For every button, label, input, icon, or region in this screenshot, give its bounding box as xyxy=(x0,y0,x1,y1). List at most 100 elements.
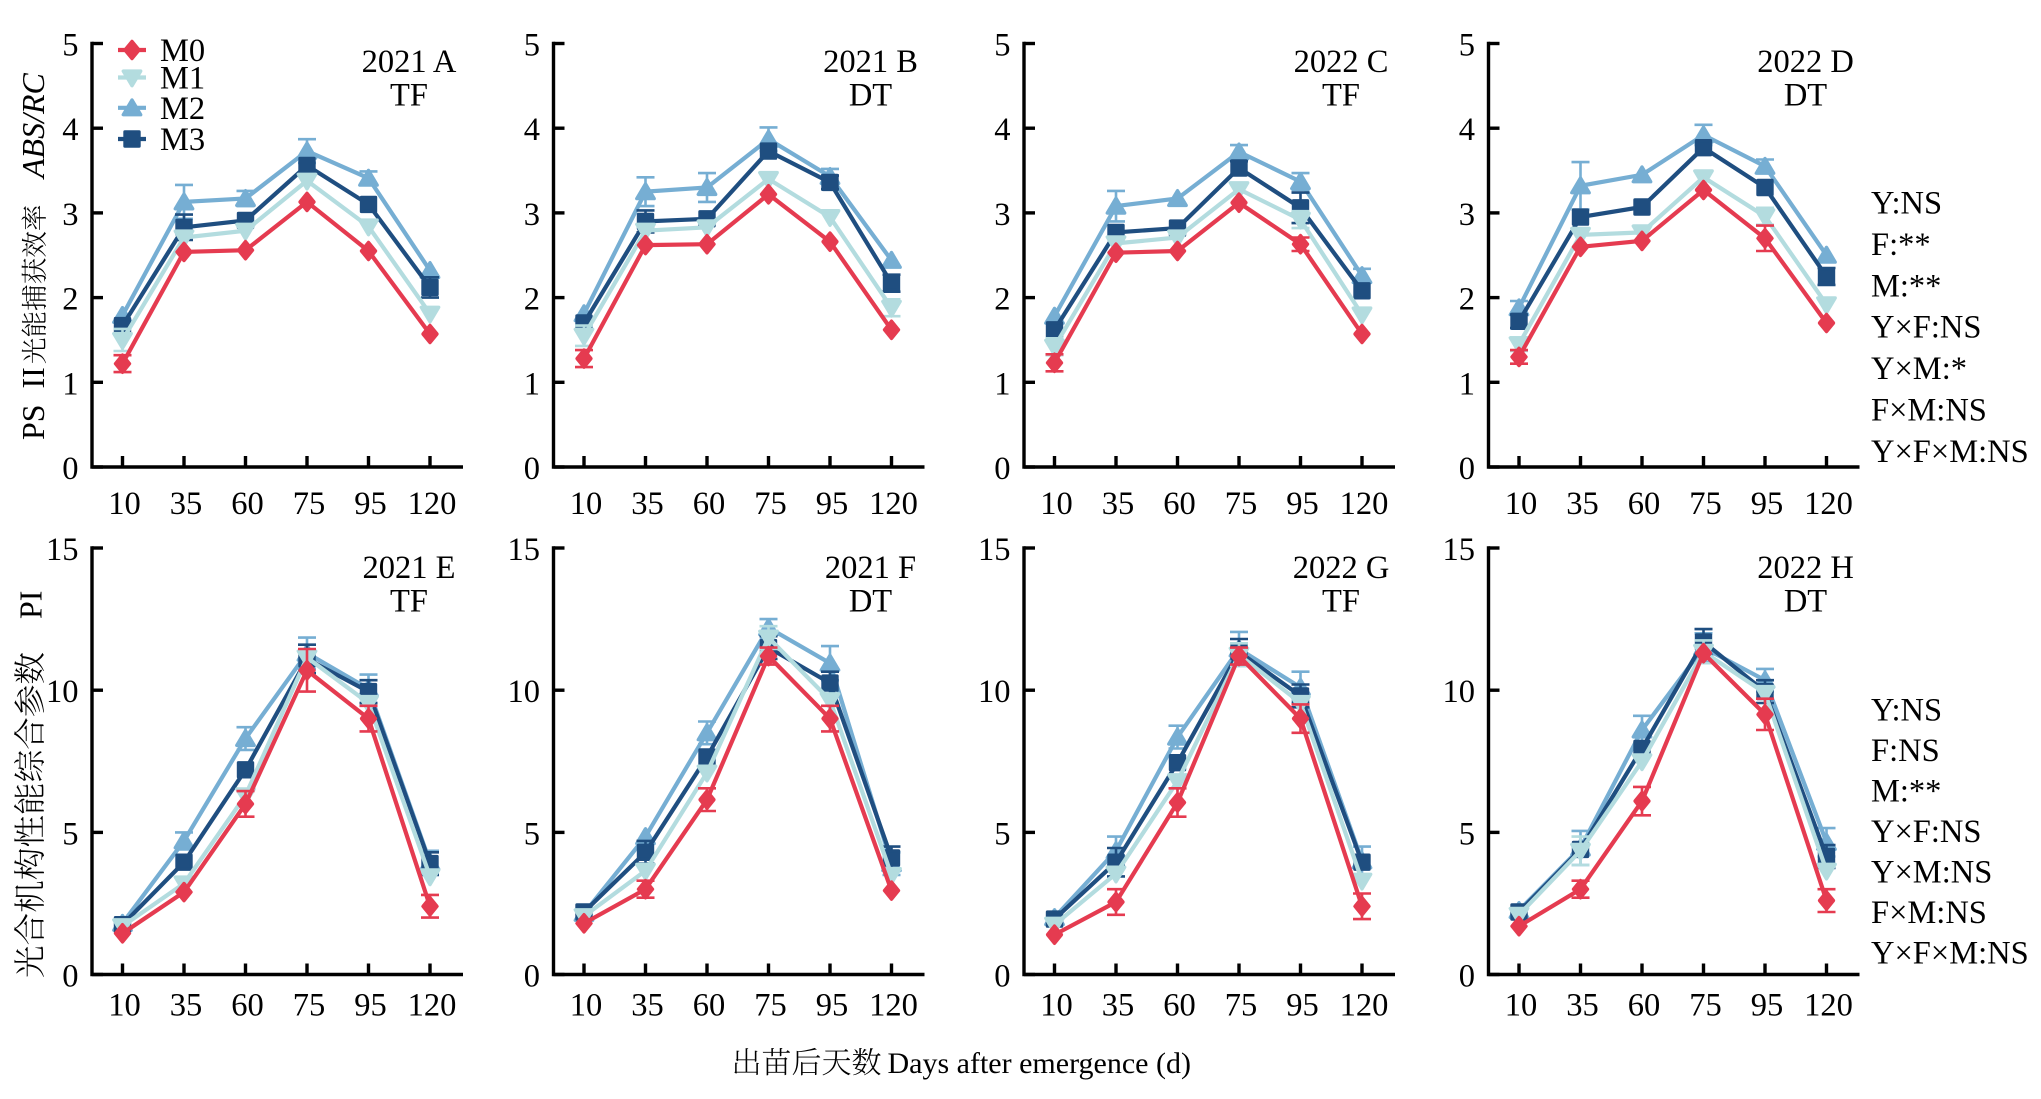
svg-text:DT: DT xyxy=(1784,584,1827,620)
svg-text:TF: TF xyxy=(1322,584,1360,620)
svg-text:120: 120 xyxy=(1804,988,1853,1024)
svg-text:15: 15 xyxy=(1443,532,1476,568)
svg-text:5: 5 xyxy=(1459,816,1475,852)
svg-text:10: 10 xyxy=(570,486,603,522)
svg-text:1: 1 xyxy=(62,366,78,402)
svg-text:2022 H: 2022 H xyxy=(1757,550,1854,586)
svg-text:2: 2 xyxy=(1459,282,1475,318)
svg-text:10: 10 xyxy=(46,674,79,710)
svg-text:60: 60 xyxy=(1628,988,1661,1024)
svg-text:DT: DT xyxy=(849,584,892,620)
svg-text:75: 75 xyxy=(293,988,326,1024)
svg-text:F×M:NS: F×M:NS xyxy=(1871,393,1987,429)
svg-text:F:NS: F:NS xyxy=(1871,733,1940,769)
svg-text:Days after emergence (d): Days after emergence (d) xyxy=(888,1047,1191,1080)
svg-text:0: 0 xyxy=(1459,451,1475,487)
svg-text:TF: TF xyxy=(1322,78,1360,114)
svg-text:5: 5 xyxy=(994,28,1010,64)
svg-text:F:**: F:** xyxy=(1871,227,1931,263)
svg-text:35: 35 xyxy=(1102,486,1135,522)
svg-text:35: 35 xyxy=(631,988,664,1024)
svg-text:75: 75 xyxy=(1225,988,1258,1024)
svg-text:2022 D: 2022 D xyxy=(1757,44,1854,80)
svg-text:Y×M:*: Y×M:* xyxy=(1871,351,1967,387)
svg-text:35: 35 xyxy=(170,988,203,1024)
svg-text:0: 0 xyxy=(524,959,540,995)
svg-text:5: 5 xyxy=(524,816,540,852)
svg-text:2021 A: 2021 A xyxy=(362,44,457,80)
svg-text:35: 35 xyxy=(1566,486,1599,522)
svg-text:95: 95 xyxy=(1751,486,1784,522)
svg-text:75: 75 xyxy=(293,486,326,522)
svg-text:10: 10 xyxy=(1040,988,1073,1024)
svg-text:3: 3 xyxy=(994,197,1010,233)
svg-text:F×M:NS: F×M:NS xyxy=(1871,895,1987,931)
svg-text:10: 10 xyxy=(1505,486,1538,522)
svg-text:5: 5 xyxy=(994,816,1010,852)
svg-text:3: 3 xyxy=(524,197,540,233)
svg-text:75: 75 xyxy=(754,988,787,1024)
svg-text:Y×F:NS: Y×F:NS xyxy=(1871,814,1981,850)
svg-text:Y×M:NS: Y×M:NS xyxy=(1871,855,1992,891)
svg-text:1: 1 xyxy=(1459,366,1475,402)
svg-text:15: 15 xyxy=(46,532,79,568)
svg-text:M1: M1 xyxy=(160,61,205,97)
svg-text:3: 3 xyxy=(62,197,78,233)
svg-text:4: 4 xyxy=(1459,112,1475,148)
svg-text:120: 120 xyxy=(869,486,918,522)
svg-text:60: 60 xyxy=(1163,486,1196,522)
svg-text:2022 G: 2022 G xyxy=(1293,550,1390,586)
svg-text:95: 95 xyxy=(354,988,387,1024)
svg-text:0: 0 xyxy=(62,451,78,487)
svg-text:120: 120 xyxy=(1340,988,1389,1024)
svg-text:75: 75 xyxy=(1689,988,1722,1024)
svg-text:TF: TF xyxy=(390,584,428,620)
svg-text:15: 15 xyxy=(508,532,541,568)
svg-text:5: 5 xyxy=(62,816,78,852)
svg-text:95: 95 xyxy=(1286,988,1319,1024)
svg-text:35: 35 xyxy=(1102,988,1135,1024)
svg-text:M:**: M:** xyxy=(1871,774,1941,810)
svg-text:15: 15 xyxy=(978,532,1011,568)
svg-text:1: 1 xyxy=(524,366,540,402)
svg-text:5: 5 xyxy=(1459,28,1475,64)
svg-text:60: 60 xyxy=(693,988,726,1024)
svg-text:10: 10 xyxy=(978,674,1011,710)
svg-text:75: 75 xyxy=(1225,486,1258,522)
svg-text:2022 C: 2022 C xyxy=(1294,44,1389,80)
svg-text:4: 4 xyxy=(62,112,78,148)
svg-text:60: 60 xyxy=(693,486,726,522)
svg-text:2021 F: 2021 F xyxy=(825,550,916,586)
svg-text:1: 1 xyxy=(994,366,1010,402)
svg-text:II: II xyxy=(15,367,51,388)
svg-text:2021 E: 2021 E xyxy=(363,550,456,586)
svg-text:75: 75 xyxy=(754,486,787,522)
svg-text:Y:NS: Y:NS xyxy=(1871,186,1942,222)
svg-text:95: 95 xyxy=(816,988,849,1024)
svg-text:10: 10 xyxy=(1040,486,1073,522)
svg-text:0: 0 xyxy=(524,451,540,487)
svg-text:60: 60 xyxy=(231,486,264,522)
svg-text:4: 4 xyxy=(524,112,540,148)
svg-text:60: 60 xyxy=(231,988,264,1024)
svg-text:120: 120 xyxy=(1804,486,1853,522)
svg-text:120: 120 xyxy=(1340,486,1389,522)
svg-text:60: 60 xyxy=(1628,486,1661,522)
svg-text:DT: DT xyxy=(849,78,892,114)
svg-text:60: 60 xyxy=(1163,988,1196,1024)
svg-text:M:**: M:** xyxy=(1871,268,1941,304)
svg-text:10: 10 xyxy=(570,988,603,1024)
svg-text:95: 95 xyxy=(816,486,849,522)
svg-text:120: 120 xyxy=(408,486,457,522)
svg-text:75: 75 xyxy=(1689,486,1722,522)
svg-text:35: 35 xyxy=(631,486,664,522)
svg-text:10: 10 xyxy=(508,674,541,710)
svg-text:M2: M2 xyxy=(160,91,205,127)
svg-text:120: 120 xyxy=(408,988,457,1024)
svg-text:0: 0 xyxy=(62,959,78,995)
svg-text:M0: M0 xyxy=(160,33,205,69)
svg-text:10: 10 xyxy=(1505,988,1538,1024)
svg-text:95: 95 xyxy=(1286,486,1319,522)
svg-text:95: 95 xyxy=(354,486,387,522)
svg-text:0: 0 xyxy=(994,451,1010,487)
